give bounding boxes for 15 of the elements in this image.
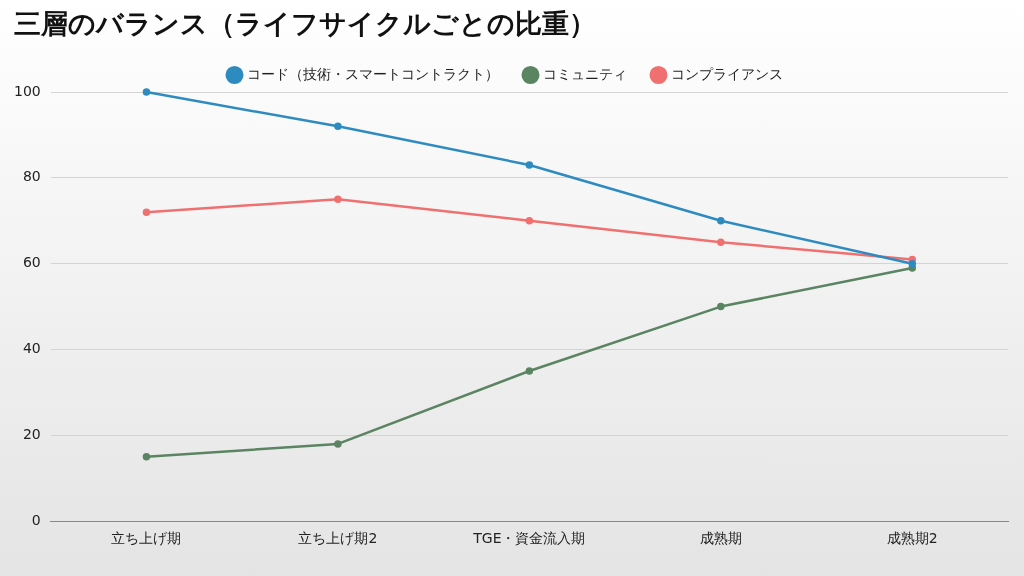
y-tick-label: 0 (31, 511, 41, 528)
y-tick-label: 20 (22, 426, 41, 442)
y-tick-label: 80 (22, 168, 41, 185)
y-tick-label: 100 (13, 82, 41, 99)
y-tick-label: 60 (22, 254, 41, 271)
legend-label: コミュニティ (543, 65, 627, 82)
x-tick-label: 立ち上げ期 (111, 530, 182, 547)
x-tick-label: TGE・資金流入期 (472, 530, 586, 547)
chart-title: 三層のバランス（ライフサイクルごとの比重） (14, 7, 596, 41)
legend-label: コード（技術・スマートコントラクト） (247, 65, 499, 82)
x-tick-label: 成熟期 (699, 530, 742, 547)
x-tick-label: 成熟期2 (886, 530, 938, 547)
x-tick-label: 立ち上げ期2 (298, 530, 378, 547)
legend-label: コンプライアンス (671, 65, 783, 82)
y-tick-label: 40 (22, 340, 41, 357)
